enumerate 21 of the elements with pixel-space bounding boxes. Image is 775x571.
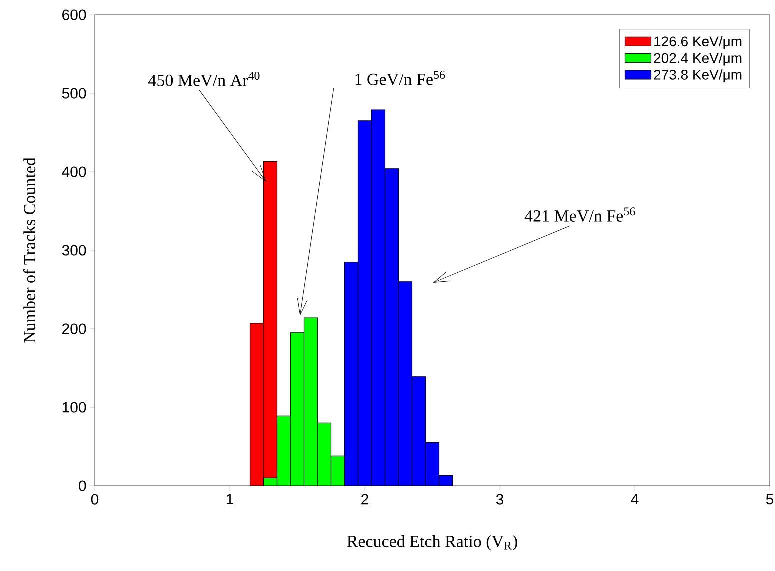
y-axis-title: Number of Tracks Counted — [23, 158, 36, 343]
y-tick-label: 0 — [79, 480, 86, 492]
y-tick-label: 400 — [62, 166, 86, 178]
legend-label: 126.6 KeV/μm — [654, 36, 742, 50]
x-tick-label: 4 — [631, 494, 639, 505]
y-tick-label: 600 — [62, 10, 86, 20]
annotation: 421 MeV/n Fe$^{56}$ — [524, 208, 636, 222]
x-tick-label: 1 — [226, 494, 234, 505]
annotation: 1 GeV/n Fe$^{56}$ — [356, 71, 446, 86]
x-tick-label: 0 — [91, 494, 99, 505]
x-tick-label: 5 — [766, 494, 774, 505]
legend-label: 202.4 KeV/μm — [654, 52, 742, 66]
x-tick-label: 3 — [496, 494, 504, 505]
x-axis-title: Recuced Etch Ratio (V$_{R}$) — [347, 535, 518, 551]
y-tick-label: 200 — [62, 324, 86, 334]
y-tick-label: 300 — [62, 245, 86, 256]
y-tick-label: 100 — [62, 402, 86, 413]
y-tick-label: 500 — [62, 88, 86, 99]
legend-label: 273.8 KeV/μm — [654, 70, 742, 82]
annotation: 450 MeV/n Ar$^{40}$ — [148, 72, 260, 86]
x-tick-label: 2 — [362, 494, 368, 505]
